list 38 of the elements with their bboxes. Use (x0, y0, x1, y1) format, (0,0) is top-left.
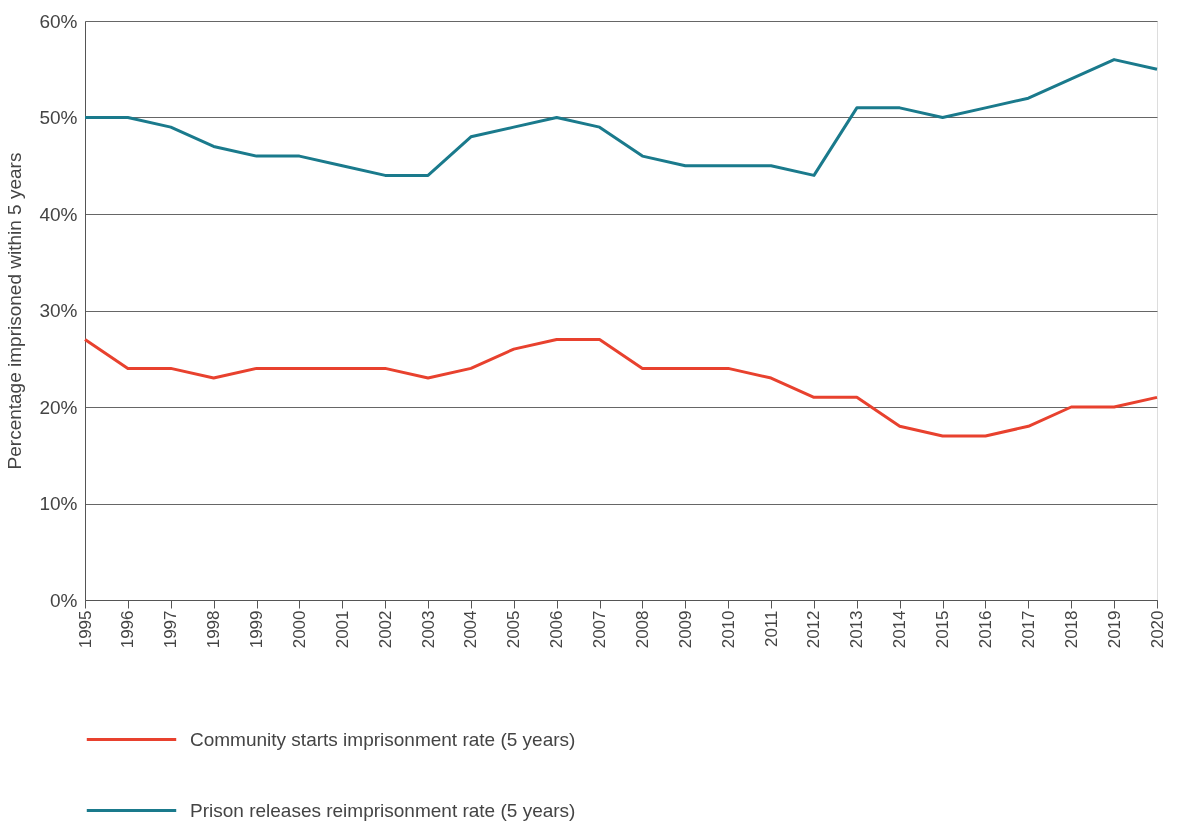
x-tick-label: 2008 (632, 610, 652, 649)
x-tick-label: 2000 (289, 610, 309, 649)
y-tick-label: 30% (39, 300, 78, 321)
x-tick-label: 1998 (204, 610, 224, 649)
x-tick-label: 1995 (75, 610, 95, 649)
y-tick-label: 40% (39, 203, 78, 225)
x-tick-label: 2013 (847, 610, 867, 649)
x-tick-label: 2014 (890, 610, 910, 649)
legend-label: Prison releases reimprisonment rate (5 years) (190, 799, 576, 821)
x-tick-label: 2004 (461, 610, 481, 649)
x-tick-label: 2012 (804, 610, 824, 649)
x-tick-label: 2005 (504, 610, 524, 649)
legend-label: Community starts imprisonment rate (5 years) (190, 728, 576, 750)
x-tick-label: 2018 (1061, 610, 1081, 649)
x-tick-label: 2016 (975, 610, 995, 649)
y-tick-label: 0% (50, 589, 78, 611)
y-tick-label: 20% (39, 396, 78, 418)
x-tick-label: 2007 (590, 610, 610, 649)
y-axis-title: Percentage imprisoned within 5 years (4, 152, 26, 470)
x-tick-label: 2003 (418, 610, 438, 649)
x-tick-label: 2020 (1147, 610, 1167, 649)
x-tick-label: 2002 (375, 610, 395, 649)
y-tick-label: 60% (39, 10, 78, 32)
y-tick-label: 50% (39, 107, 78, 128)
line-series (83, 58, 1159, 177)
x-tick-label: 2010 (718, 610, 738, 649)
line-series (83, 337, 1159, 438)
x-tick-label: 2019 (1104, 610, 1124, 649)
y-tick-label: 10% (39, 493, 78, 514)
x-tick-label: 2006 (547, 610, 567, 649)
x-tick-label: 2009 (675, 610, 695, 649)
x-tick-label: 2011 (761, 610, 781, 648)
x-tick-label: 1997 (161, 610, 181, 649)
x-tick-label: 2017 (1018, 610, 1038, 649)
x-tick-label: 1999 (247, 610, 267, 649)
x-tick-label: 2015 (933, 610, 953, 649)
x-tick-label: 1996 (118, 610, 138, 649)
x-tick-label: 2001 (332, 610, 352, 649)
